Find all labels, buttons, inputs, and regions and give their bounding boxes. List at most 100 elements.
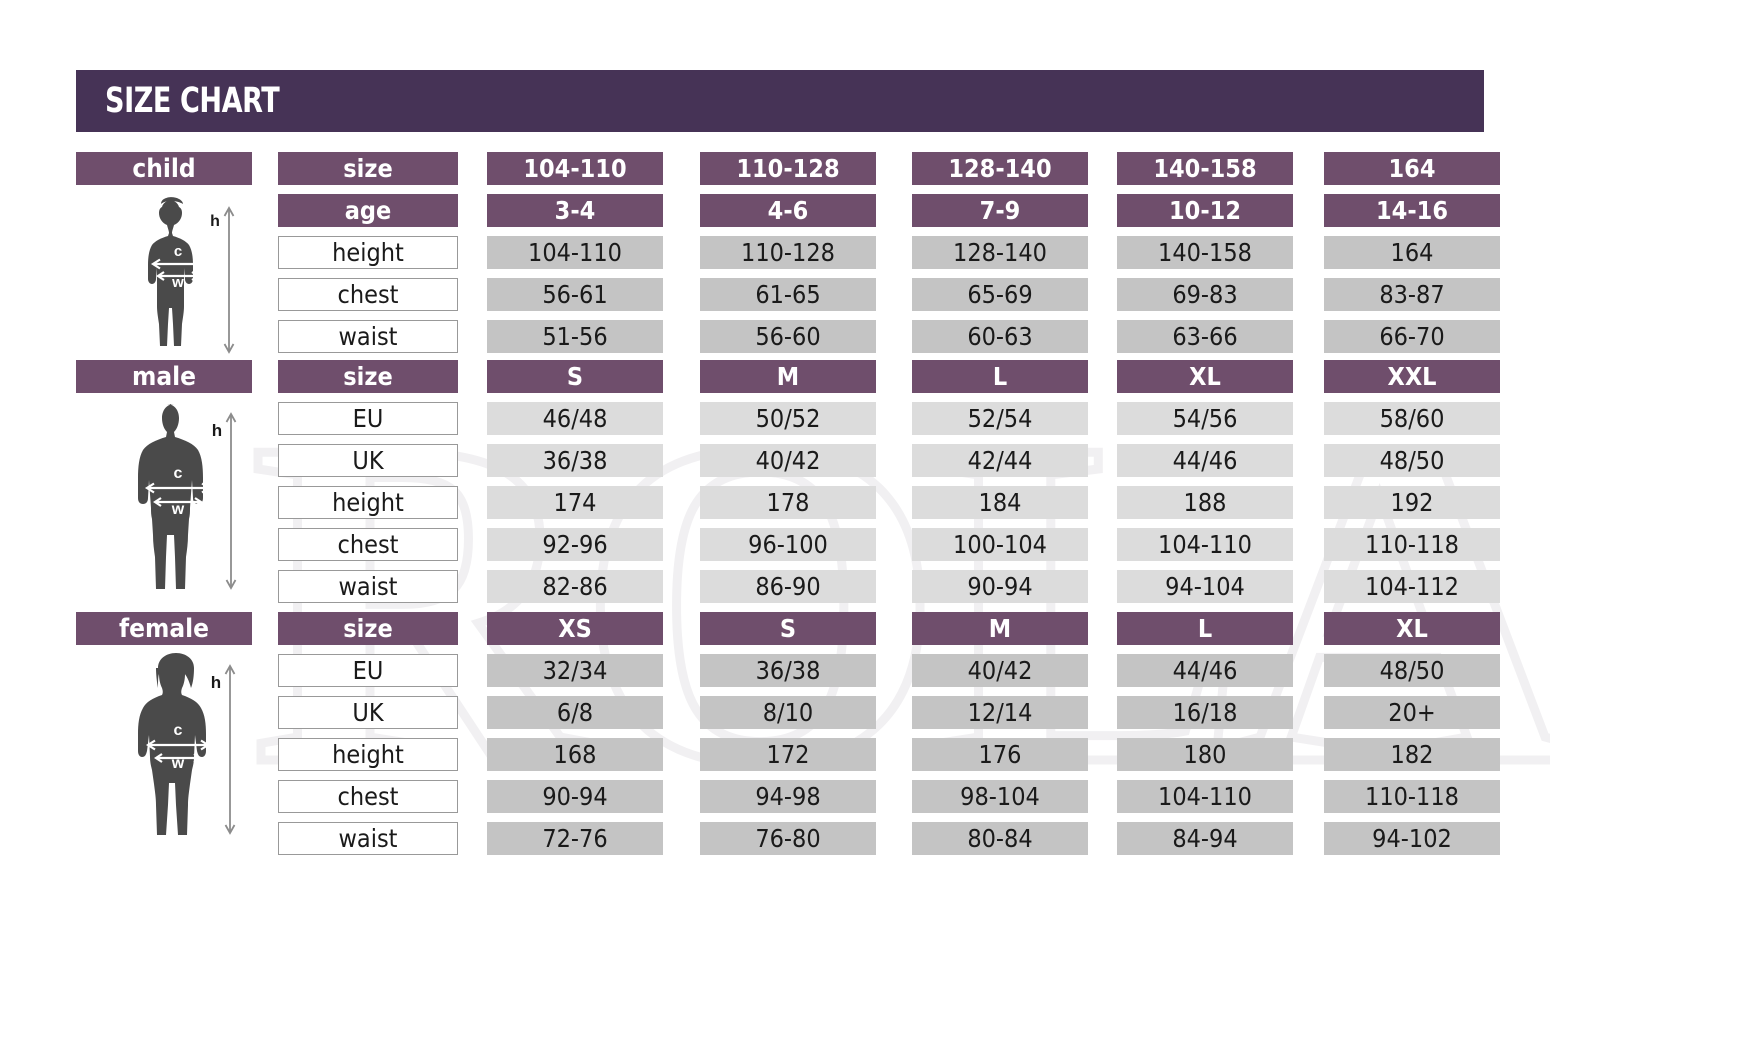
measure-value-cell: 82-86 — [487, 570, 663, 603]
measure-value-cell: 40/42 — [700, 444, 876, 477]
measure-value-cell: 44/46 — [1117, 444, 1293, 477]
size-header-cell: 104-110 — [487, 152, 663, 185]
measure-value-cell: 174 — [487, 486, 663, 519]
measure-value-cell: 36/38 — [700, 654, 876, 687]
measure-value-cell: 32/34 — [487, 654, 663, 687]
measure-value-cell: 63-66 — [1117, 320, 1293, 353]
measure-value-cell: 36/38 — [487, 444, 663, 477]
measure-label-child-waist: waist — [278, 320, 458, 353]
size-header-cell: 14-16 — [1324, 194, 1500, 227]
measure-value-cell: 184 — [912, 486, 1088, 519]
size-header-cell: 7-9 — [912, 194, 1088, 227]
measure-value-cell: 100-104 — [912, 528, 1088, 561]
measure-label-female-chest: chest — [278, 780, 458, 813]
measure-label-male-height: height — [278, 486, 458, 519]
size-header-cell: M — [912, 612, 1088, 645]
measure-value-cell: 86-90 — [700, 570, 876, 603]
measure-label-female-UK: UK — [278, 696, 458, 729]
measure-label-female-height: height — [278, 738, 458, 771]
child-silhouette: c w h — [114, 196, 244, 356]
measure-value-cell: 140-158 — [1117, 236, 1293, 269]
measure-value-cell: 94-104 — [1117, 570, 1293, 603]
measure-value-cell: 104-110 — [1117, 780, 1293, 813]
measure-value-cell: 83-87 — [1324, 278, 1500, 311]
measure-label-male-UK: UK — [278, 444, 458, 477]
page-title: SIZE CHART — [105, 81, 280, 121]
measure-value-cell: 172 — [700, 738, 876, 771]
measure-value-cell: 92-96 — [487, 528, 663, 561]
measure-value-cell: 188 — [1117, 486, 1293, 519]
measure-value-cell: 182 — [1324, 738, 1500, 771]
measure-label-male-waist: waist — [278, 570, 458, 603]
svg-text:c: c — [174, 243, 182, 260]
category-label-child: child — [76, 152, 252, 185]
measure-value-cell: 128-140 — [912, 236, 1088, 269]
size-header-cell: XL — [1324, 612, 1500, 645]
measure-value-cell: 110-128 — [700, 236, 876, 269]
measure-label-male-chest: chest — [278, 528, 458, 561]
size-header-cell: 110-128 — [700, 152, 876, 185]
measure-value-cell: 65-69 — [912, 278, 1088, 311]
size-header-cell: S — [700, 612, 876, 645]
svg-text:h: h — [211, 673, 221, 692]
measure-value-cell: 72-76 — [487, 822, 663, 855]
measure-value-cell: 164 — [1324, 236, 1500, 269]
svg-text:h: h — [212, 421, 222, 440]
measure-value-cell: 168 — [487, 738, 663, 771]
measure-value-cell: 90-94 — [912, 570, 1088, 603]
measure-label-female-waist: waist — [278, 822, 458, 855]
size-header-cell: L — [912, 360, 1088, 393]
measure-label-female-EU: EU — [278, 654, 458, 687]
row-header-child-size: size — [278, 152, 458, 185]
measure-value-cell: 69-83 — [1117, 278, 1293, 311]
measure-label-child-chest: chest — [278, 278, 458, 311]
category-label-male: male — [76, 360, 252, 393]
measure-value-cell: 66-70 — [1324, 320, 1500, 353]
measure-value-cell: 54/56 — [1117, 402, 1293, 435]
size-header-cell: XXL — [1324, 360, 1500, 393]
size-header-cell: 3-4 — [487, 194, 663, 227]
size-header-cell: S — [487, 360, 663, 393]
measure-value-cell: 51-56 — [487, 320, 663, 353]
measure-value-cell: 52/54 — [912, 402, 1088, 435]
measure-value-cell: 84-94 — [1117, 822, 1293, 855]
measure-value-cell: 50/52 — [700, 402, 876, 435]
row-header-male-size: size — [278, 360, 458, 393]
row-header-female-size: size — [278, 612, 458, 645]
svg-text:w: w — [171, 501, 185, 518]
male-silhouette: c w h — [114, 400, 244, 592]
measure-value-cell: 42/44 — [912, 444, 1088, 477]
svg-text:w: w — [171, 755, 185, 772]
category-label-female: female — [76, 612, 252, 645]
measure-value-cell: 44/46 — [1117, 654, 1293, 687]
measure-value-cell: 12/14 — [912, 696, 1088, 729]
measure-value-cell: 40/42 — [912, 654, 1088, 687]
size-header-cell: 164 — [1324, 152, 1500, 185]
svg-text:c: c — [174, 465, 183, 482]
row-header-child-age: age — [278, 194, 458, 227]
measure-value-cell: 98-104 — [912, 780, 1088, 813]
svg-text:w: w — [171, 274, 184, 291]
measure-value-cell: 176 — [912, 738, 1088, 771]
measure-value-cell: 6/8 — [487, 696, 663, 729]
measure-value-cell: 110-118 — [1324, 780, 1500, 813]
female-silhouette: c w h — [114, 652, 244, 837]
size-header-cell: M — [700, 360, 876, 393]
measure-value-cell: 56-61 — [487, 278, 663, 311]
measure-value-cell: 20+ — [1324, 696, 1500, 729]
measure-value-cell: 94-98 — [700, 780, 876, 813]
measure-value-cell: 104-110 — [487, 236, 663, 269]
measure-label-child-height: height — [278, 236, 458, 269]
svg-text:h: h — [210, 213, 220, 230]
measure-value-cell: 48/50 — [1324, 444, 1500, 477]
measure-value-cell: 56-60 — [700, 320, 876, 353]
size-header-cell: 140-158 — [1117, 152, 1293, 185]
measure-value-cell: 60-63 — [912, 320, 1088, 353]
measure-value-cell: 16/18 — [1117, 696, 1293, 729]
measure-value-cell: 80-84 — [912, 822, 1088, 855]
size-header-cell: 10-12 — [1117, 194, 1293, 227]
size-header-cell: XS — [487, 612, 663, 645]
measure-value-cell: 94-102 — [1324, 822, 1500, 855]
measure-value-cell: 90-94 — [487, 780, 663, 813]
measure-value-cell: 192 — [1324, 486, 1500, 519]
